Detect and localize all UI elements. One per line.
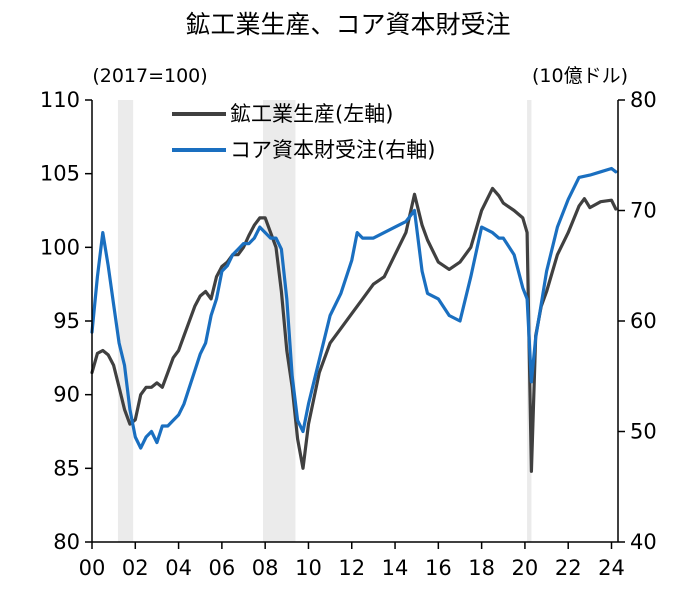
legend-label-industrial-production: 鉱工業生産(左軸) (230, 102, 393, 126)
series-line-industrial-production (90, 186, 618, 473)
right-tick-label-50: 50 (630, 420, 657, 444)
x-tick-label-2004: 04 (165, 556, 192, 580)
legend-label-core-capital-orders: コア資本財受注(右軸) (230, 138, 435, 162)
x-tick-label-2000: 00 (79, 556, 106, 580)
left-tick-label-100: 100 (40, 235, 80, 259)
legend: 鉱工業生産(左軸) コア資本財受注(右軸) (172, 102, 435, 162)
left-tick-label-90: 90 (53, 383, 80, 407)
right-tick-label-40: 40 (630, 530, 657, 554)
x-tick-label-2022: 22 (555, 556, 582, 580)
series-layer (90, 166, 618, 473)
x-tick-label-2008: 08 (252, 556, 279, 580)
x-tick-label-2002: 02 (122, 556, 149, 580)
x-tick-label-2010: 10 (295, 556, 322, 580)
recession-band-0 (117, 100, 134, 542)
left-axis-unit: (2017=100) (92, 65, 207, 87)
right-tick-label-70: 70 (630, 199, 657, 223)
left-tick-label-95: 95 (53, 309, 80, 333)
x-tick-label-2014: 14 (382, 556, 409, 580)
right-tick-label-80: 80 (630, 88, 657, 112)
x-tick-label-2018: 18 (468, 556, 495, 580)
right-tick-label-60: 60 (630, 309, 657, 333)
x-tick-label-2024: 24 (598, 556, 625, 580)
x-tick-label-2020: 20 (512, 556, 539, 580)
x-tick-label-2006: 06 (209, 556, 236, 580)
chart-title: 鉱工業生産、コア資本財受注 (185, 10, 510, 39)
left-tick-label-105: 105 (40, 162, 80, 186)
series-line-core-capital-orders (90, 166, 618, 450)
x-tick-label-2016: 16 (425, 556, 452, 580)
recession-band-1 (263, 100, 296, 542)
right-axis-unit: (10億ドル) (532, 65, 628, 87)
recession-shading (117, 100, 532, 542)
x-tick-label-2012: 12 (338, 556, 365, 580)
left-tick-label-80: 80 (53, 530, 80, 554)
left-tick-label-110: 110 (40, 88, 80, 112)
left-tick-label-85: 85 (53, 456, 80, 480)
